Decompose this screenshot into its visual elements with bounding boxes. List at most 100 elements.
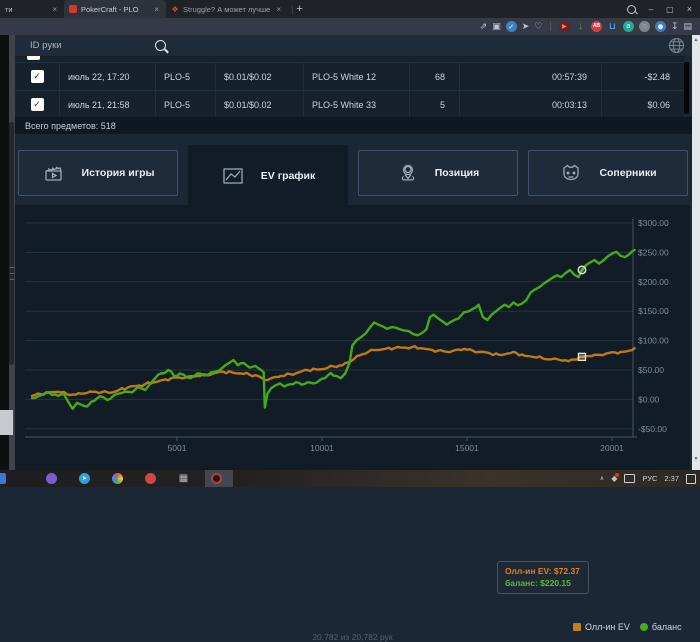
browser-tab-pokercraft-title: PokerCraft - PLO xyxy=(81,4,139,14)
series-1[interactable] xyxy=(30,248,636,410)
browser-titlebar: ти × PokerCraft - PLO × ❖ Struggle? А мо… xyxy=(0,0,700,18)
scrollbar-grip xyxy=(10,279,14,280)
taskbar-app-purple[interactable] xyxy=(46,473,57,484)
y-tick-label: $0.00 xyxy=(638,394,660,404)
legend-allin-ev[interactable]: Олл-ин EV xyxy=(573,622,630,632)
ev-graph-panel: $300.00 $250.00 $200.00 $150.00 $100.00 $50.0… xyxy=(15,205,690,642)
scroll-down-icon[interactable]: ▼ xyxy=(693,456,699,462)
minimize-button[interactable]: – xyxy=(648,4,654,14)
cell-result: $0.06 xyxy=(647,99,670,110)
tooltip-ev-value: Олл-ин EV: $72.37 xyxy=(505,566,580,576)
tab-opponents[interactable]: Соперники xyxy=(528,150,688,196)
a-extension-icon[interactable]: a xyxy=(622,21,634,32)
x-tick-label: 15001 xyxy=(455,443,479,453)
tray-antivirus-icon[interactable]: ◆ xyxy=(611,473,620,483)
gray-extension-icon[interactable]: ◌ xyxy=(638,21,650,32)
y-tick-label: $250.00 xyxy=(638,247,669,257)
scroll-up-icon[interactable]: ▲ xyxy=(693,37,699,43)
checkbox-partial xyxy=(27,56,40,60)
taskbar-telegram-icon[interactable]: ➤ xyxy=(79,473,90,484)
browser-tab-cut[interactable]: ти × xyxy=(0,0,64,18)
hands-table: ✓ июль 22, 17:20 PLO-5 $0.01/$0.02 PLO-5… xyxy=(15,56,684,119)
series-0[interactable] xyxy=(30,345,636,398)
savefrom-extension-icon[interactable]: ↓ xyxy=(577,20,583,32)
titlebar-search-icon[interactable] xyxy=(626,4,636,14)
legend-balance[interactable]: баланс xyxy=(639,622,682,632)
position-pin-icon xyxy=(401,164,414,181)
notification-center-icon[interactable] xyxy=(686,473,696,484)
tab-close-icon[interactable]: × xyxy=(52,4,57,14)
downloads-icon[interactable]: ↧ xyxy=(670,21,679,31)
table-row[interactable]: ✓ июль 21, 21:58 PLO-5 $0.01/$0.02 PLO-5… xyxy=(15,91,684,119)
tray-clock[interactable]: 2:37 xyxy=(664,474,679,483)
hand-search-bar xyxy=(15,35,692,56)
scrollbar-grip xyxy=(10,273,14,274)
pokercraft-favicon-icon xyxy=(69,5,77,13)
send-icon[interactable]: ➤ xyxy=(521,21,530,31)
tab-label: История игры xyxy=(81,167,155,179)
tab-close-icon[interactable]: × xyxy=(154,4,159,14)
system-tray: ∧ ◆ РУС 2:37 xyxy=(600,470,696,487)
cell-stakes: $0.01/$0.02 xyxy=(216,91,304,118)
tab-close-icon[interactable]: × xyxy=(276,4,281,14)
table-scrollbar-thumb[interactable] xyxy=(684,62,689,114)
tab-ev-graph[interactable]: EV график xyxy=(188,145,348,206)
video-extension-icon[interactable]: ▶ xyxy=(558,21,570,32)
cell-stakes: $0.01/$0.02 xyxy=(216,63,304,90)
cell-date: июль 21, 21:58 xyxy=(60,91,156,118)
x-tick-label: 5001 xyxy=(168,443,187,453)
tab-label: Соперники xyxy=(599,167,657,179)
cell-hands: 68 xyxy=(410,63,460,90)
row-checkbox[interactable]: ✓ xyxy=(30,98,44,111)
cell-hands: 5 xyxy=(410,91,460,118)
opponents-mask-icon xyxy=(563,164,580,181)
cell-game: PLO-5 xyxy=(156,63,216,90)
bookmark-heart-icon[interactable]: ♡ xyxy=(534,21,543,31)
background-scrollbar-thumb[interactable] xyxy=(9,122,14,365)
x-tick-label: 10001 xyxy=(310,443,334,453)
table-row[interactable]: ✓ июль 22, 17:20 PLO-5 $0.01/$0.02 PLO-5… xyxy=(15,63,684,91)
globe-icon[interactable] xyxy=(668,37,685,59)
taskbar-active-app-icon[interactable] xyxy=(211,473,222,484)
toolbar-divider: | xyxy=(549,21,552,32)
taskbar-app-cut[interactable] xyxy=(0,473,6,484)
pokercraft-page: ✓ июль 22, 17:20 PLO-5 $0.01/$0.02 PLO-5… xyxy=(15,35,692,642)
taskbar-app-red[interactable] xyxy=(145,473,156,484)
tray-display-icon[interactable] xyxy=(624,474,636,483)
tab-label: Позиция xyxy=(434,167,480,179)
cart-extension-icon[interactable]: ⊔ xyxy=(608,21,617,31)
adblock-extension-icon[interactable]: AB xyxy=(590,21,602,32)
screenshot-icon[interactable]: ▣ xyxy=(492,21,501,31)
table-row-partial xyxy=(15,56,684,63)
ev-chart[interactable]: $300.00 $250.00 $200.00 $150.00 $100.00 $50.0… xyxy=(15,205,690,470)
search-icon[interactable] xyxy=(155,40,166,51)
share-icon[interactable]: ⇗ xyxy=(479,21,488,31)
browser-tab-pokercraft[interactable]: PokerCraft - PLO × xyxy=(64,0,166,18)
taskbar-browser-icon[interactable] xyxy=(112,473,123,484)
balance-marker-icon xyxy=(639,623,648,631)
taskbar-grid-icon[interactable]: ▦ xyxy=(178,473,189,484)
tab-separator: | xyxy=(291,4,294,14)
y-tick-label: $300.00 xyxy=(638,218,669,228)
protect-shield-icon[interactable]: ✓ xyxy=(505,21,517,32)
page-scrollbar[interactable]: ▲ ▼ xyxy=(692,35,700,470)
browser-tab-struggle[interactable]: ❖ Struggle? А может лучше × xyxy=(166,0,288,18)
table-summary: Всего предметов: 518 xyxy=(15,117,692,134)
side-panels-icon[interactable]: ▤ xyxy=(683,21,692,31)
tab-game-history[interactable]: История игры xyxy=(18,150,178,196)
tab-position[interactable]: Позиция xyxy=(358,150,518,196)
chart-tooltip: Олл-ин EV: $72.37 баланс: $220.15 xyxy=(497,561,589,594)
scrollbar-grip xyxy=(10,267,14,268)
profile-avatar-icon[interactable]: ☻ xyxy=(654,21,666,32)
row-checkbox[interactable]: ✓ xyxy=(30,70,44,83)
x-tick-label: 20001 xyxy=(600,443,624,453)
tray-language[interactable]: РУС xyxy=(642,474,658,483)
hand-id-search-input[interactable] xyxy=(15,39,147,52)
restore-button[interactable]: ▢ xyxy=(666,4,674,14)
tab-label: EV график xyxy=(260,169,316,182)
y-tick-label: $100.00 xyxy=(638,336,669,346)
new-tab-button[interactable]: + xyxy=(296,3,303,15)
close-button[interactable]: × xyxy=(686,4,692,14)
cell-duration: 00:03:13 xyxy=(460,91,602,118)
tray-expand-icon[interactable]: ∧ xyxy=(599,476,605,482)
